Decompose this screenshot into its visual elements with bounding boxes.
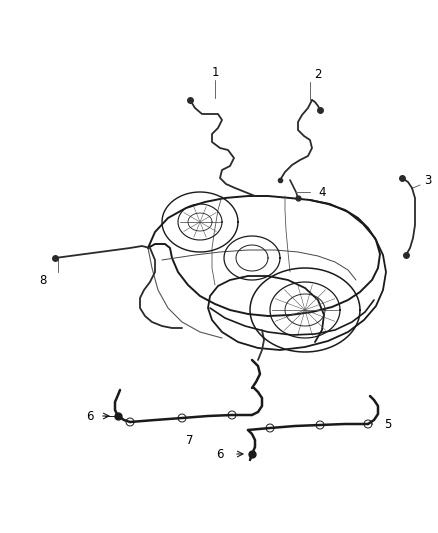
Text: 6: 6 [216,448,224,461]
Text: 5: 5 [384,417,392,431]
Text: 3: 3 [424,174,432,187]
Text: 1: 1 [211,66,219,78]
Text: 2: 2 [314,69,322,82]
Text: 6: 6 [86,409,94,423]
Text: 8: 8 [39,273,47,287]
Text: 4: 4 [318,185,326,198]
Text: 7: 7 [186,433,194,447]
